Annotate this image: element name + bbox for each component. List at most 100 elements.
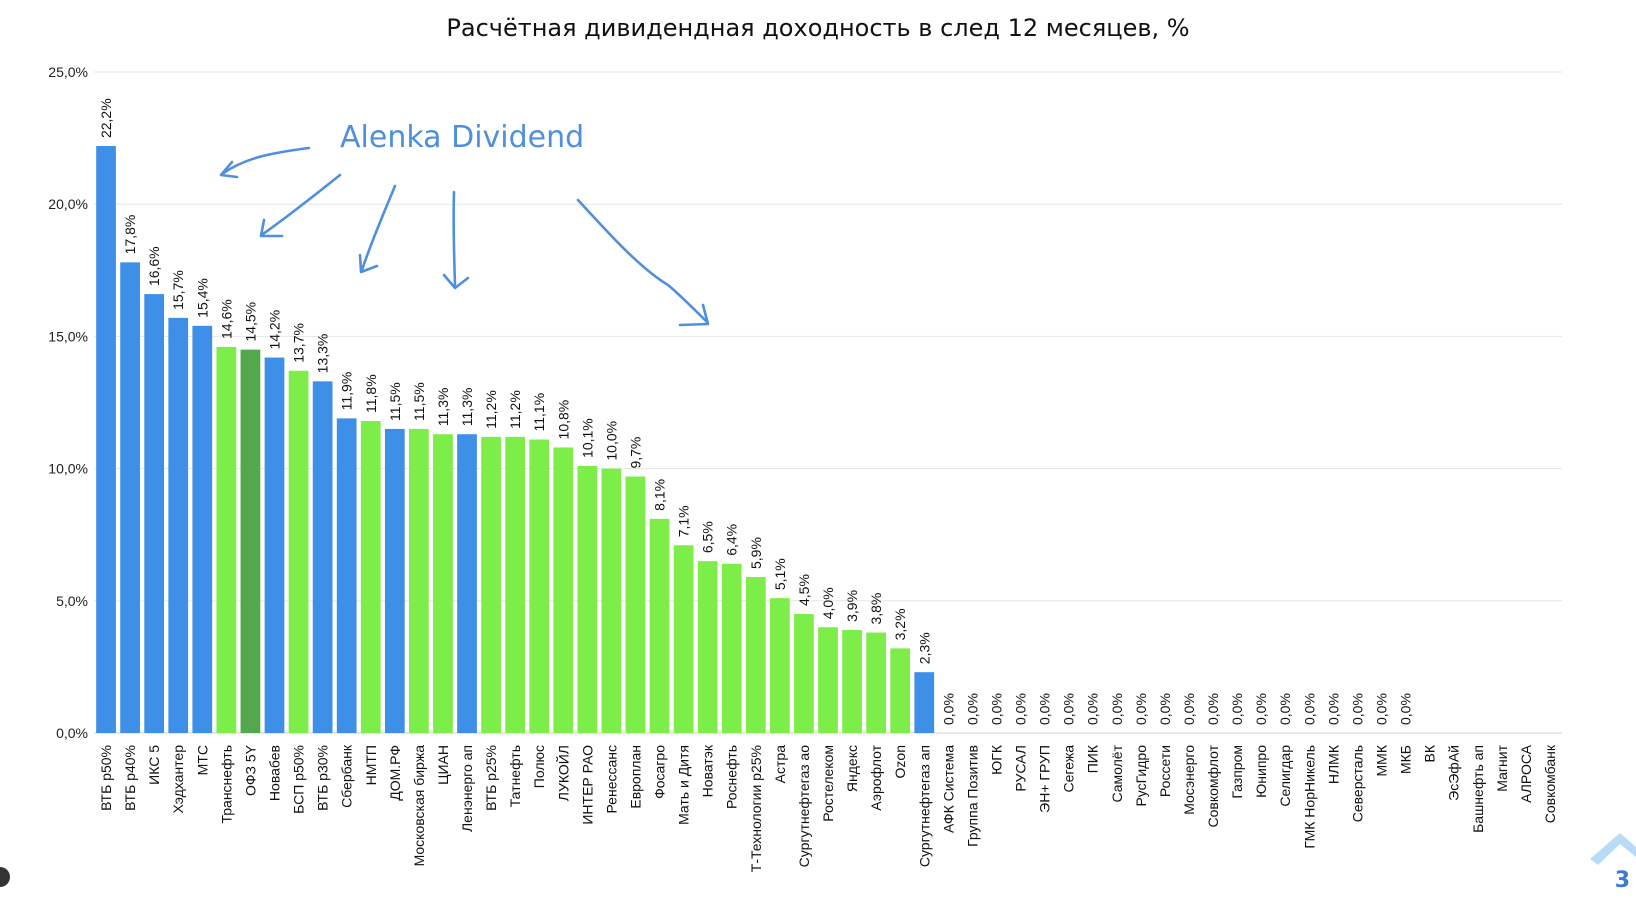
bar <box>481 436 501 733</box>
data-label: 4,5% <box>796 574 812 606</box>
x-tick-label: ВК <box>1422 744 1438 762</box>
x-tick-label: Селигдар <box>1277 745 1293 807</box>
x-tick-label: МТС <box>194 745 210 775</box>
x-tick-label: Сургутнефтегаз ап <box>916 745 932 867</box>
x-tick-label: Аэрофлот <box>868 744 884 810</box>
data-label: 15,4% <box>194 278 210 318</box>
bar <box>144 294 165 733</box>
y-tick-label: 5,0% <box>56 593 88 609</box>
x-tick-label: Самолёт <box>1109 744 1125 802</box>
x-tick-label: ПИК <box>1085 744 1101 773</box>
annotation-arrowhead <box>358 253 379 274</box>
x-tick-label: ВТБ p30% <box>315 745 331 811</box>
data-label: 0,0% <box>1301 693 1317 725</box>
x-axis: ВТБ p50% ВТБ p40% ИКС 5 Хэдхантер МТС Трансне… <box>98 744 1558 872</box>
data-label: 10,8% <box>555 400 571 440</box>
x-tick-label: Европлан <box>627 745 643 809</box>
page-number: 3 <box>1614 868 1630 893</box>
data-label: 4,0% <box>820 587 836 619</box>
bar <box>914 672 935 733</box>
x-tick-label: РусГидро <box>1133 745 1149 807</box>
bar <box>649 518 670 733</box>
data-label: 14,6% <box>218 299 234 339</box>
x-tick-label: Газпром <box>1229 745 1245 799</box>
bar <box>697 561 718 733</box>
x-tick-label: АФК Система <box>940 745 956 833</box>
annotation-arrow <box>261 173 342 236</box>
data-label: 0,0% <box>1157 693 1173 725</box>
x-tick-label: ЭН+ ГРУП <box>1037 745 1053 813</box>
data-label: 0,0% <box>964 693 980 725</box>
data-label: 0,0% <box>1374 693 1390 725</box>
annotation-arrowhead <box>678 303 710 327</box>
x-tick-label: ИКС 5 <box>146 745 162 785</box>
x-tick-label: Совкомфлот <box>1205 744 1221 827</box>
data-label: 15,7% <box>170 270 186 310</box>
data-labels: 22,2% 17,8% 16,6% 15,7% 15,4% 14,6% 14,5% 14,2%… <box>98 98 1414 725</box>
x-tick-label: Роснефть <box>724 745 740 809</box>
x-tick-label: Татнефть <box>507 745 523 807</box>
bars <box>96 146 935 734</box>
data-label: 11,3% <box>435 388 451 427</box>
data-label: 11,9% <box>339 372 355 411</box>
x-tick-label: НМТП <box>363 745 379 785</box>
data-label: 0,0% <box>940 693 956 725</box>
data-label: 10,0% <box>603 421 619 461</box>
x-tick-label: Башнефть ап <box>1470 745 1486 833</box>
annotation-arrow <box>360 184 397 272</box>
data-label: 11,2% <box>507 390 523 429</box>
data-label: 14,5% <box>242 302 258 342</box>
data-label: 11,5% <box>411 382 427 421</box>
y-tick-label: 10,0% <box>48 461 88 477</box>
x-tick-label: Астра <box>772 745 788 784</box>
bar <box>384 428 405 733</box>
bar <box>288 370 309 733</box>
x-tick-label: Ренессанс <box>603 745 619 814</box>
annotation-arrowhead <box>219 160 239 179</box>
bar <box>216 346 237 733</box>
x-tick-label: ВТБ p40% <box>122 745 138 811</box>
data-label: 2,3% <box>916 632 932 664</box>
x-tick-label: ВТБ p25% <box>483 745 499 811</box>
data-label: 0,0% <box>1349 693 1365 725</box>
x-tick-label: АЛРОСА <box>1518 744 1534 803</box>
x-tick-label: Яндекс <box>844 745 860 792</box>
bar <box>433 434 453 733</box>
slide-control-dot <box>0 867 10 887</box>
data-label: 5,9% <box>748 537 764 569</box>
bar <box>96 146 116 734</box>
data-label: 11,5% <box>387 382 403 421</box>
bar <box>312 381 333 733</box>
x-tick-label: Новабев <box>266 745 282 801</box>
annotation-arrow <box>220 146 311 176</box>
data-label: 3,8% <box>868 593 884 625</box>
data-label: 11,2% <box>483 390 499 429</box>
corner-logo-icon <box>1590 833 1636 865</box>
data-label: 8,1% <box>652 479 668 511</box>
data-label: 0,0% <box>1037 693 1053 725</box>
x-tick-label: Совкомбанк <box>1542 744 1558 823</box>
x-tick-label: НЛМК <box>1325 744 1341 784</box>
bar <box>192 325 213 733</box>
bar <box>794 614 814 733</box>
x-tick-label: ВТБ p50% <box>98 745 114 811</box>
data-label: 0,0% <box>1398 693 1414 725</box>
data-label: 7,1% <box>676 505 692 537</box>
x-tick-label: Т-Технологии p25% <box>748 745 764 872</box>
data-label: 0,0% <box>1253 693 1269 725</box>
data-label: 13,3% <box>315 334 331 374</box>
data-label: 0,0% <box>1133 693 1149 725</box>
data-label: 0,0% <box>1277 693 1293 725</box>
data-label: 0,0% <box>1085 693 1101 725</box>
x-tick-label: Ростелеком <box>820 745 836 822</box>
x-tick-label: Сбербанк <box>339 744 355 808</box>
x-tick-label: ЛУКОЙЛ <box>554 745 571 801</box>
bar <box>409 428 429 733</box>
bar <box>505 436 526 733</box>
x-tick-label: ЭсЭфАй <box>1446 745 1462 801</box>
x-tick-label: Фосагро <box>652 745 668 799</box>
bar <box>842 629 862 733</box>
bar <box>770 598 790 733</box>
